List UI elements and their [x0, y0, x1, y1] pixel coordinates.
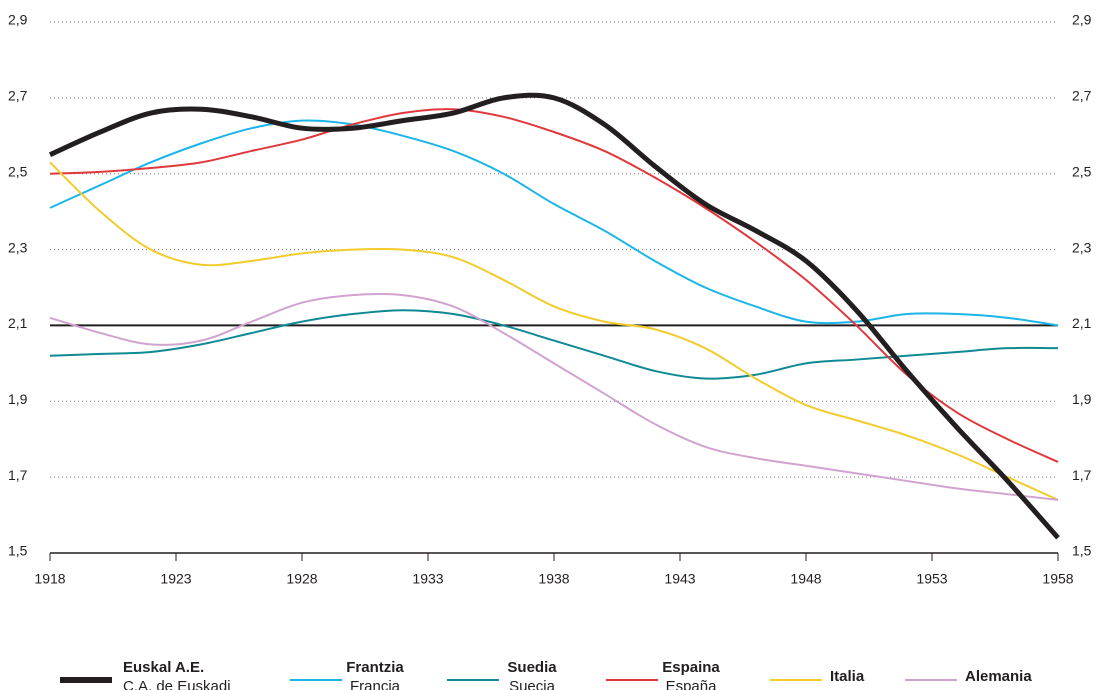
- x-tick-label: 1953: [916, 571, 947, 587]
- legend-label: Italia: [830, 668, 865, 685]
- y-tick-label-right: 1,5: [1072, 543, 1092, 559]
- series-line: [49, 119, 1059, 327]
- legend-label: Alemania: [965, 668, 1032, 685]
- series-line: [48, 92, 1060, 540]
- y-tick-label: 1,9: [8, 391, 28, 407]
- y-tick-label-right: 2,5: [1072, 163, 1092, 179]
- x-tick-label: 1933: [412, 571, 443, 587]
- x-tick-label: 1918: [34, 571, 65, 587]
- legend-sublabel: Francia: [350, 678, 401, 690]
- y-tick-label: 1,5: [8, 543, 28, 559]
- y-tick-label-right: 1,7: [1072, 467, 1092, 483]
- y-tick-label: 2,1: [8, 315, 28, 331]
- x-tick-label: 1943: [664, 571, 695, 587]
- y-tick-label-right: 2,9: [1072, 12, 1092, 28]
- series-line: [49, 108, 1059, 463]
- y-tick-label: 2,3: [8, 239, 28, 255]
- legend-label: Espaina: [662, 659, 720, 676]
- legend-label: Euskal A.E.: [123, 659, 204, 676]
- y-tick-label: 1,7: [8, 467, 28, 483]
- y-tick-label-right: 1,9: [1072, 391, 1092, 407]
- series-line: [49, 161, 1059, 501]
- legend-label: Suedia: [507, 659, 557, 676]
- y-tick-label-right: 2,3: [1072, 239, 1092, 255]
- y-tick-label: 2,7: [8, 88, 28, 104]
- legend-label: Frantzia: [346, 659, 404, 676]
- legend-sublabel: España: [666, 678, 718, 690]
- y-tick-label-right: 2,1: [1072, 315, 1092, 331]
- y-tick-label: 2,5: [8, 163, 28, 179]
- x-tick-label: 1958: [1042, 571, 1073, 587]
- x-tick-label: 1938: [538, 571, 569, 587]
- x-tick-label: 1923: [160, 571, 191, 587]
- y-tick-label-right: 2,7: [1072, 88, 1092, 104]
- x-tick-label: 1948: [790, 571, 821, 587]
- x-tick-label: 1928: [286, 571, 317, 587]
- legend-sublabel: C.A. de Euskadi: [123, 678, 231, 690]
- legend-sublabel: Suecia: [509, 678, 556, 690]
- series-line: [49, 292, 1059, 501]
- y-tick-label: 2,9: [8, 12, 28, 28]
